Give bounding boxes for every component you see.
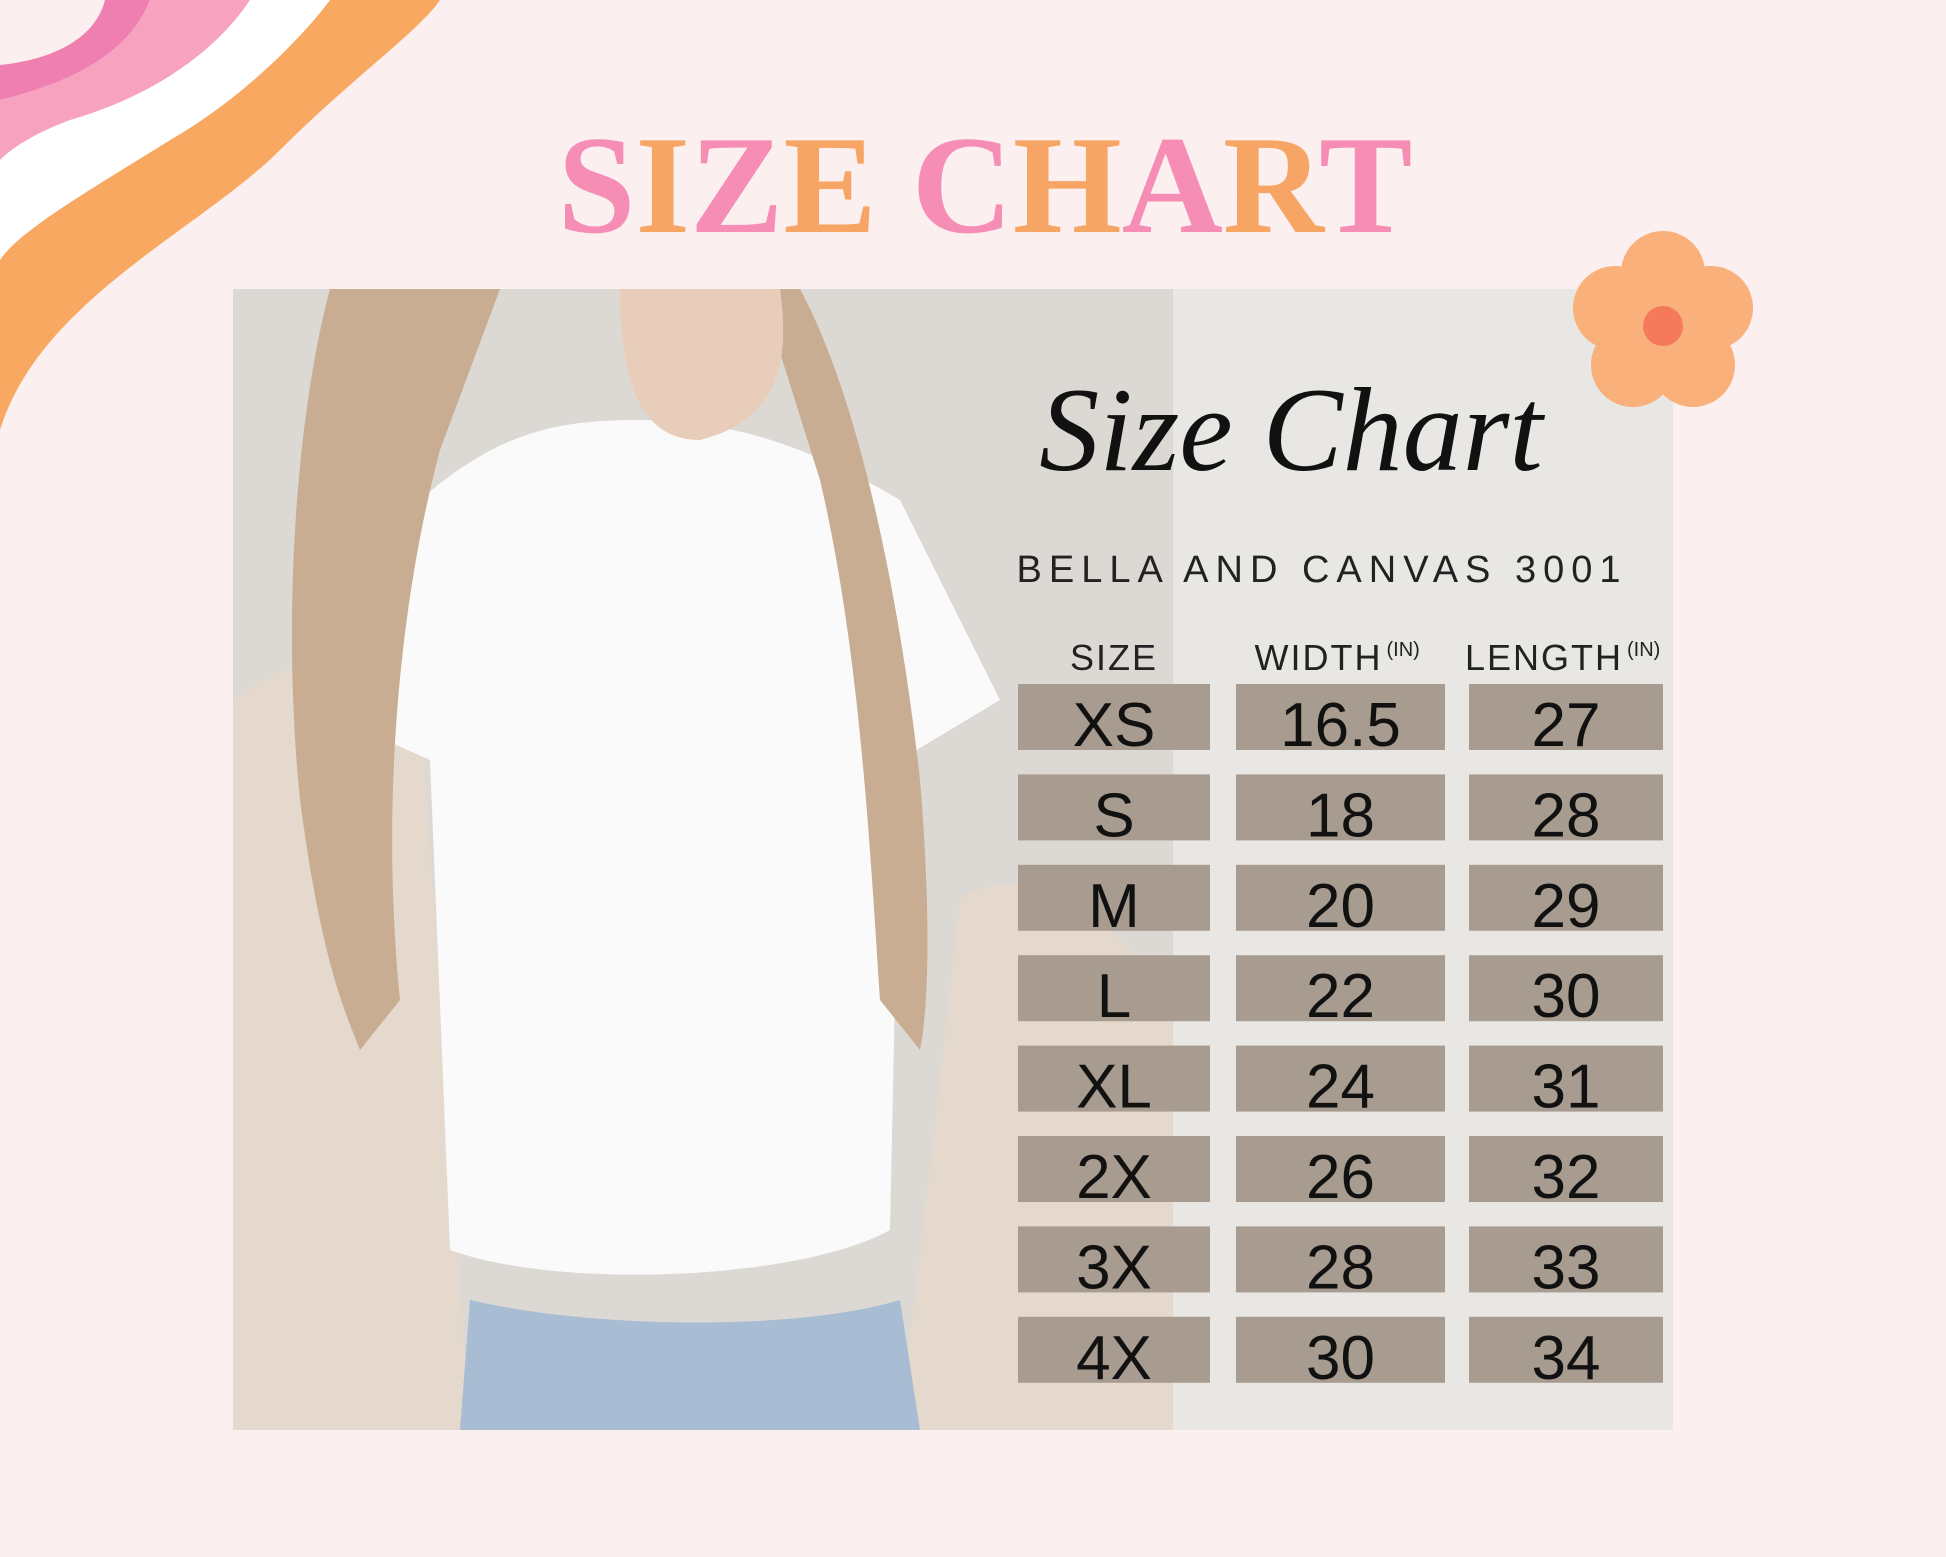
cell-text: 26 xyxy=(1306,1143,1375,1212)
cell-background xyxy=(1018,1316,1210,1383)
cell-text: 30 xyxy=(1532,962,1601,1031)
cell-text: XS xyxy=(1073,691,1156,760)
cell-text: S xyxy=(1093,781,1134,850)
cell-text: 27 xyxy=(1532,691,1601,760)
cell-text: XL xyxy=(1076,1053,1152,1122)
cell-text: 22 xyxy=(1306,962,1375,1031)
size-table: SIZE WIDTH (IN) LENGTH (IN)XS 16.5 27S 18 28M 20 2… xyxy=(1018,637,1663,1393)
cell-background xyxy=(1018,774,1210,841)
cell-background xyxy=(1469,1226,1663,1293)
column-header: SIZE xyxy=(1070,637,1158,678)
cell-text: 3X xyxy=(1076,1233,1152,1302)
cell-background xyxy=(1236,1316,1445,1383)
cell-background xyxy=(1236,1045,1445,1112)
cell-background xyxy=(1018,955,1210,1022)
cell-text: 32 xyxy=(1532,1143,1601,1212)
cell-text: 33 xyxy=(1532,1233,1601,1302)
swirl-decoration xyxy=(0,0,440,430)
cell-text: L xyxy=(1097,962,1131,1031)
cell-background xyxy=(1018,1226,1210,1293)
page-title: SIZE CHART xyxy=(558,108,1413,263)
cell-text: 16.5 xyxy=(1280,691,1401,760)
flower-decoration xyxy=(1573,231,1753,407)
cell-text: 31 xyxy=(1532,1053,1601,1122)
cell-background xyxy=(1469,684,1663,750)
cell-background xyxy=(1469,864,1663,931)
cell-text: 28 xyxy=(1306,1233,1375,1302)
cell-text: 28 xyxy=(1532,781,1601,850)
cell-background xyxy=(1236,955,1445,1022)
cell-background xyxy=(1018,864,1210,931)
cell-text: 24 xyxy=(1306,1053,1375,1122)
cell-text: 18 xyxy=(1306,781,1375,850)
cell-text: 30 xyxy=(1306,1324,1375,1393)
column-unit: (IN) xyxy=(1386,639,1419,661)
cell-background xyxy=(1236,774,1445,841)
column-header: WIDTH xyxy=(1255,637,1383,678)
cell-text: 29 xyxy=(1532,872,1601,941)
cell-background xyxy=(1236,864,1445,931)
cell-background xyxy=(1469,1316,1663,1383)
cell-background xyxy=(1469,774,1663,841)
cell-background xyxy=(1236,684,1445,750)
cell-text: M xyxy=(1088,872,1140,941)
cell-background xyxy=(1018,1045,1210,1112)
cell-background xyxy=(1469,1136,1663,1202)
cell-background xyxy=(1018,1136,1210,1202)
cell-background xyxy=(1018,684,1210,750)
cell-text: 20 xyxy=(1306,872,1375,941)
subtitle: BELLA AND CANVAS 3001 xyxy=(1017,549,1628,591)
cell-text: 4X xyxy=(1076,1324,1152,1393)
cell-background xyxy=(1469,1045,1663,1112)
column-header: LENGTH xyxy=(1465,637,1623,678)
cell-background xyxy=(1236,1136,1445,1202)
cell-background xyxy=(1469,955,1663,1022)
column-unit: (IN) xyxy=(1627,639,1660,661)
cell-background xyxy=(1236,1226,1445,1293)
cell-text: 2X xyxy=(1076,1143,1152,1212)
card xyxy=(233,289,1673,1430)
script-title: Size Chart xyxy=(1039,363,1545,496)
cell-text: 34 xyxy=(1532,1324,1601,1393)
